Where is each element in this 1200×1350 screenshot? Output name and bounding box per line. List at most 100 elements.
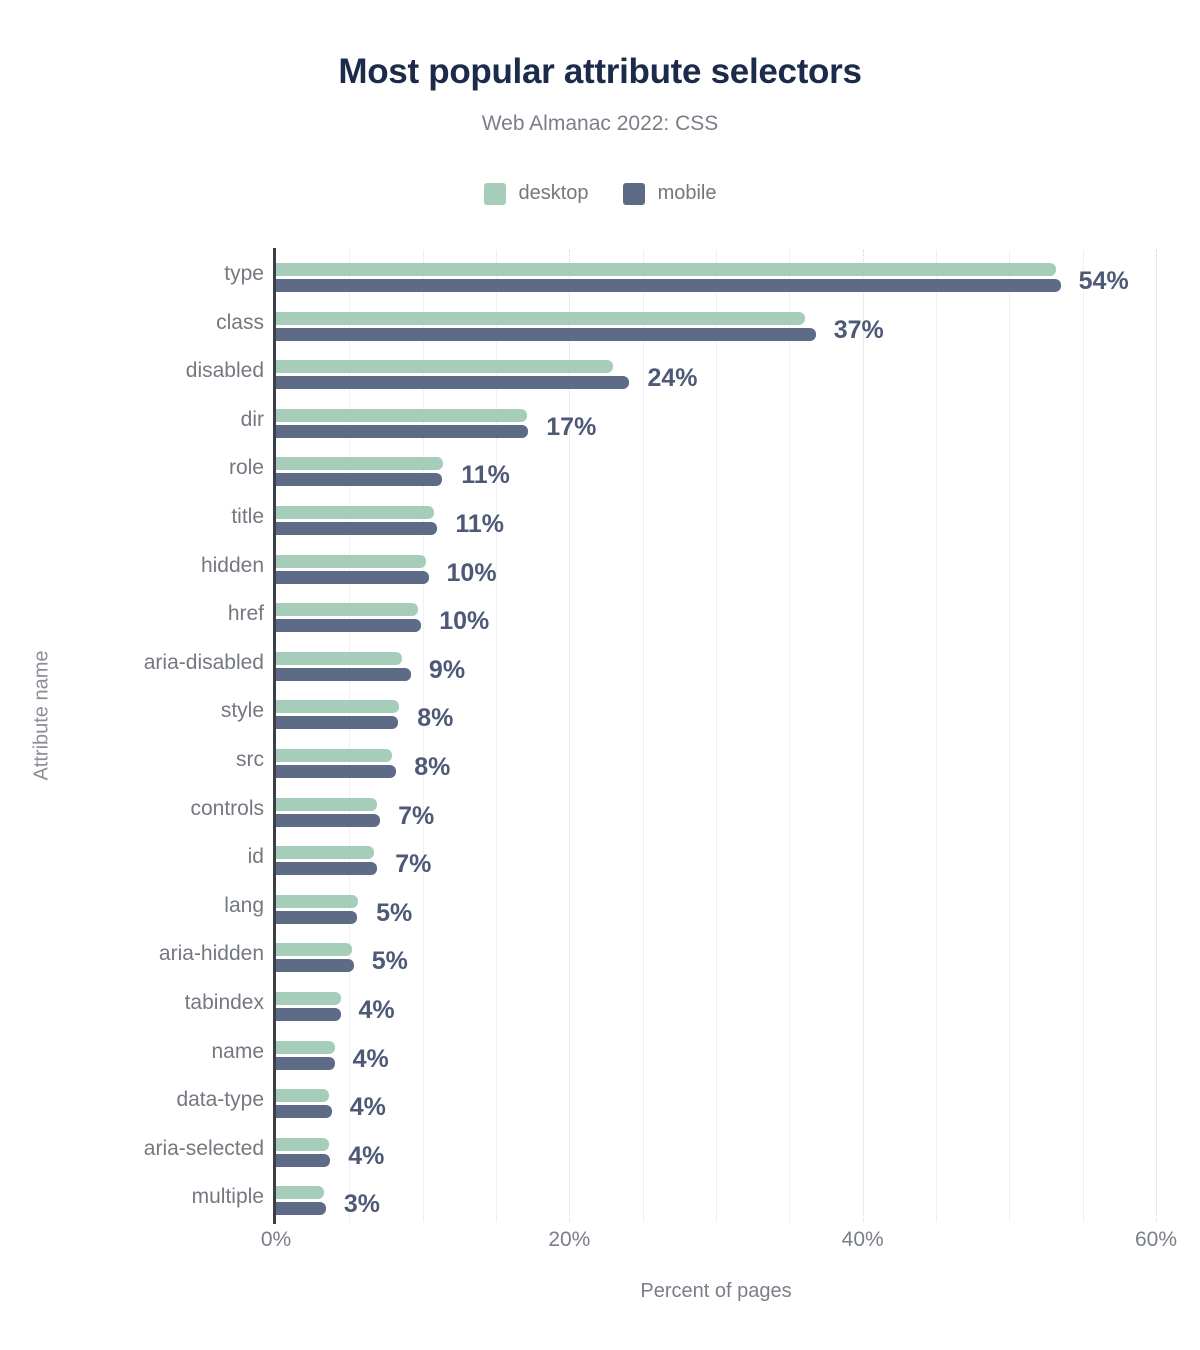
bar-value-label-dir: 17% — [546, 412, 597, 441]
bar-value-label-multiple: 3% — [343, 1190, 380, 1219]
bar-mobile-aria-disabled[interactable] — [276, 667, 411, 681]
bar-mobile-id[interactable] — [276, 862, 378, 876]
bar-value-label-id: 7% — [395, 850, 432, 879]
bar-desktop-controls[interactable] — [276, 797, 378, 811]
bar-mobile-disabled[interactable] — [276, 376, 630, 390]
bar-mobile-title[interactable] — [276, 522, 438, 535]
y-axis-label-title: title — [231, 505, 264, 528]
bar-desktop-disabled[interactable] — [276, 360, 614, 374]
bar-row[interactable]: 11% — [276, 493, 1156, 542]
bar-mobile-name[interactable] — [276, 1056, 335, 1070]
bar-value-label-aria-selected: 4% — [348, 1141, 385, 1170]
bar-mobile-tabindex[interactable] — [276, 1008, 341, 1021]
bar-row[interactable]: 4% — [276, 1125, 1156, 1174]
bar-row[interactable]: 8% — [276, 687, 1156, 736]
bar-mobile-href[interactable] — [276, 619, 422, 633]
bar-row[interactable]: 7% — [276, 833, 1156, 882]
bar-value-label-role: 11% — [461, 461, 510, 490]
bar-row[interactable]: 9% — [276, 639, 1156, 688]
bar-mobile-hidden[interactable] — [276, 570, 429, 584]
bar-value-label-data-type: 4% — [349, 1093, 386, 1122]
bar-row[interactable]: 7% — [276, 785, 1156, 834]
bar-desktop-src[interactable] — [276, 749, 392, 762]
bar-row[interactable]: 24% — [276, 347, 1156, 396]
bar-mobile-aria-selected[interactable] — [276, 1153, 331, 1167]
bar-desktop-tabindex[interactable] — [276, 992, 341, 1005]
y-axis-label-hidden: hidden — [200, 553, 264, 577]
bar-row[interactable]: 4% — [276, 979, 1156, 1028]
bar-mobile-aria-hidden[interactable] — [276, 959, 354, 973]
bar-desktop-style[interactable] — [276, 700, 400, 714]
chart-legend: desktop mobile — [0, 182, 1200, 205]
legend-label-mobile: mobile — [657, 182, 717, 204]
bar-mobile-data-type[interactable] — [276, 1105, 332, 1119]
bar-value-label-title: 11% — [455, 510, 504, 538]
bar-value-label-style: 8% — [417, 704, 454, 733]
y-axis-category-labels: type class disabled dir role title hidden href a… — [0, 250, 264, 1222]
y-axis-label-controls: controls — [190, 796, 264, 820]
legend-label-desktop: desktop — [518, 182, 589, 204]
y-axis-label-type: type — [224, 262, 264, 285]
bar-mobile-class[interactable] — [276, 327, 816, 341]
legend-swatch-mobile — [622, 182, 645, 205]
bar-value-label-hidden: 10% — [446, 558, 497, 587]
bar-desktop-multiple[interactable] — [276, 1186, 325, 1200]
bar-desktop-hidden[interactable] — [276, 554, 426, 568]
bar-value-label-type: 54% — [1078, 267, 1129, 295]
bar-row[interactable]: 54% — [276, 250, 1156, 299]
bar-desktop-aria-hidden[interactable] — [276, 943, 353, 957]
x-axis-tick-40%: 40% — [841, 1228, 884, 1251]
bar-row[interactable]: 17% — [276, 396, 1156, 445]
bar-mobile-role[interactable] — [276, 473, 442, 487]
y-axis-label-id: id — [247, 845, 264, 869]
bar-row[interactable]: 4% — [276, 1028, 1156, 1077]
bar-value-label-aria-hidden: 5% — [371, 947, 408, 976]
bar-desktop-type[interactable] — [276, 263, 1057, 276]
bar-value-label-lang: 5% — [376, 898, 413, 927]
bar-desktop-lang[interactable] — [276, 894, 359, 908]
bar-row[interactable]: 4% — [276, 1076, 1156, 1125]
bar-desktop-data-type[interactable] — [276, 1089, 329, 1103]
y-axis-label-href: href — [227, 602, 264, 626]
y-axis-label-lang: lang — [224, 893, 264, 917]
bar-mobile-multiple[interactable] — [276, 1202, 326, 1216]
y-axis-label-multiple: multiple — [191, 1185, 264, 1209]
chart-subtitle: Web Almanac 2022: CSS — [481, 112, 719, 135]
bar-row[interactable]: 11% — [276, 444, 1156, 493]
bar-mobile-type[interactable] — [276, 279, 1061, 292]
bar-mobile-controls[interactable] — [276, 813, 381, 827]
x-axis-tick-60%: 60% — [1134, 1228, 1178, 1251]
y-axis-label-src: src — [236, 748, 264, 771]
bar-desktop-dir[interactable] — [276, 408, 527, 422]
bar-row[interactable]: 5% — [276, 930, 1156, 979]
bar-desktop-href[interactable] — [276, 603, 419, 617]
x-axis-ticks: 0% 20% 40% 60% — [261, 1228, 1177, 1268]
legend-entry-mobile[interactable]: mobile — [622, 182, 717, 205]
bar-desktop-title[interactable] — [276, 506, 435, 519]
bar-row[interactable]: 10% — [276, 542, 1156, 591]
legend-entry-desktop[interactable]: desktop — [483, 182, 589, 205]
bar-row[interactable]: 10% — [276, 590, 1156, 639]
y-axis-label-disabled: disabled — [185, 359, 264, 383]
bar-desktop-role[interactable] — [276, 457, 444, 471]
bar-mobile-dir[interactable] — [276, 424, 529, 438]
bar-value-label-aria-disabled: 9% — [428, 655, 466, 684]
y-axis-title: Attribute name — [30, 650, 53, 781]
bar-row[interactable]: 3% — [276, 1173, 1156, 1222]
bar-mobile-src[interactable] — [276, 765, 397, 778]
bar-desktop-id[interactable] — [276, 846, 375, 860]
y-axis-label-aria-disabled: aria-disabled — [143, 650, 264, 674]
bar-row[interactable]: 8% — [276, 736, 1156, 785]
bar-desktop-aria-disabled[interactable] — [276, 651, 403, 665]
bar-mobile-lang[interactable] — [276, 910, 357, 924]
bar-desktop-class[interactable] — [276, 311, 806, 325]
bar-row[interactable]: 5% — [276, 882, 1156, 931]
bar-desktop-name[interactable] — [276, 1040, 335, 1054]
bar-desktop-aria-selected[interactable] — [276, 1137, 329, 1151]
bar-row[interactable]: 37% — [276, 299, 1156, 348]
bar-mobile-style[interactable] — [276, 716, 398, 730]
x-axis-tick-20%: 20% — [548, 1228, 591, 1251]
bar-value-label-tabindex: 4% — [358, 996, 395, 1024]
x-axis-title: Percent of pages — [640, 1280, 792, 1302]
gridline-60 — [1156, 250, 1157, 1222]
